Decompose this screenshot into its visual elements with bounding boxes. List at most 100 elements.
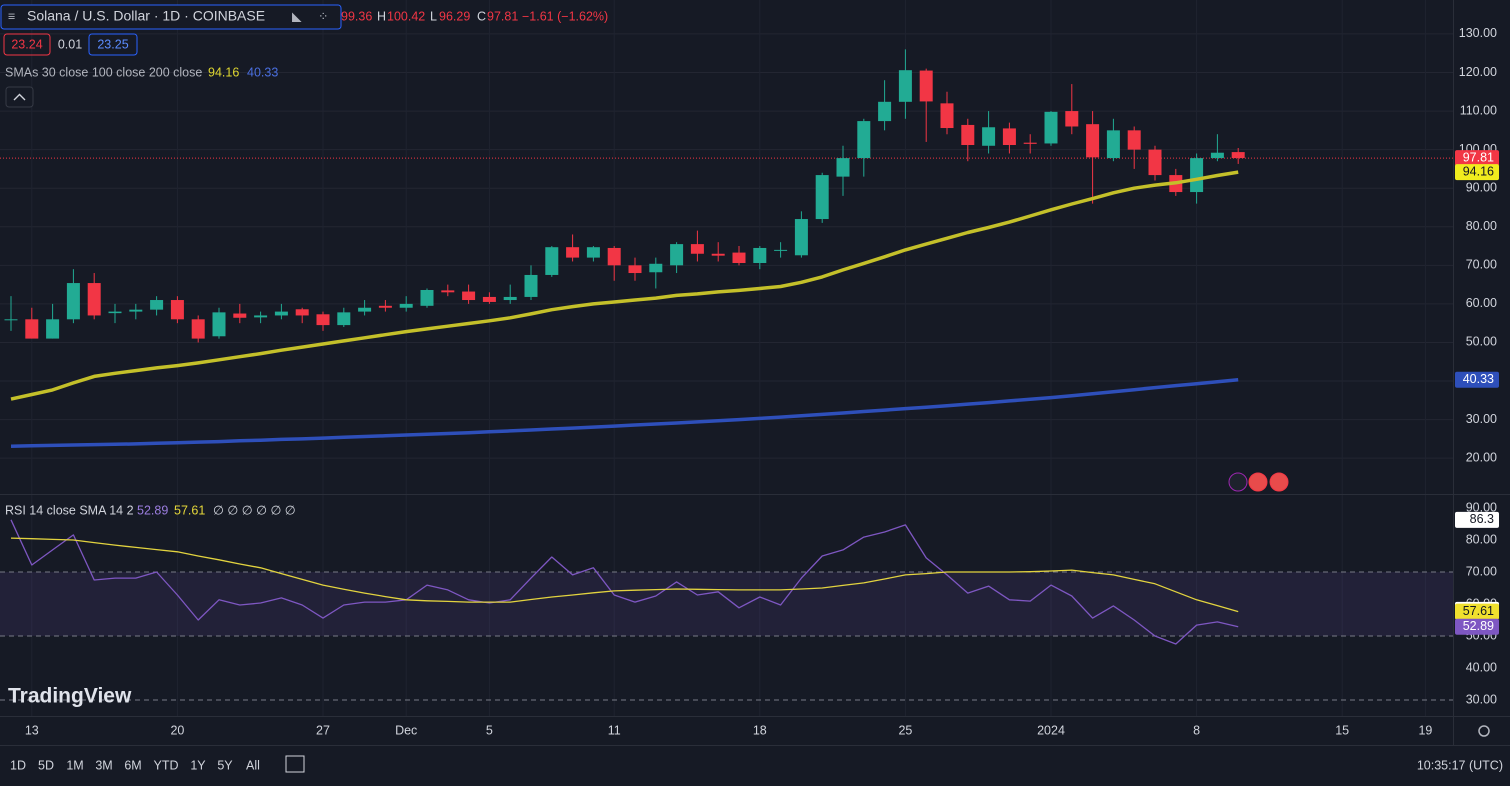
candle-body bbox=[1044, 111, 1058, 144]
candle-body bbox=[774, 249, 788, 251]
candle-body bbox=[753, 247, 767, 264]
candle-body bbox=[690, 244, 704, 254]
symbol-box[interactable] bbox=[0, 4, 342, 30]
candle-body bbox=[170, 300, 184, 320]
y-tick-label: 130.00 bbox=[1459, 26, 1497, 40]
y-tick-label: 80.00 bbox=[1466, 532, 1497, 546]
rsi-legend: RSI 14 close SMA 14 2 bbox=[5, 503, 134, 517]
rsi-value: 52.89 bbox=[137, 503, 168, 517]
candle-body bbox=[1065, 111, 1079, 127]
buy-box[interactable] bbox=[88, 33, 138, 56]
sell-box[interactable] bbox=[3, 33, 51, 56]
rsi-value-badge-bg bbox=[1455, 618, 1499, 635]
plot bbox=[4, 49, 1245, 645]
y-tick-label: 70.00 bbox=[1466, 258, 1497, 272]
candle-body bbox=[399, 303, 413, 308]
x-tick-label: 2024 bbox=[1037, 723, 1065, 737]
candle-body bbox=[441, 290, 455, 293]
range-button[interactable]: 5D bbox=[38, 758, 54, 772]
sma200-badge: 40.33 bbox=[1463, 372, 1494, 386]
y-tick-label: 90.00 bbox=[1466, 180, 1497, 194]
range-button[interactable]: 1M bbox=[66, 758, 83, 772]
rsi-peak-badge-bg bbox=[1455, 511, 1499, 528]
candle-body bbox=[191, 319, 205, 339]
sma-line bbox=[10, 377, 1239, 448]
candle-body bbox=[4, 319, 18, 321]
sma30-badge: 94.16 bbox=[1463, 164, 1494, 178]
sma200-value: 40.33 bbox=[247, 65, 278, 79]
rsi-sma-badge-bg bbox=[1455, 603, 1499, 620]
candle-body bbox=[274, 311, 288, 316]
clock: 10:35:17 (UTC) bbox=[1417, 758, 1503, 772]
range-button[interactable]: All bbox=[246, 758, 260, 772]
rsi-line bbox=[10, 519, 1239, 645]
compare-icon[interactable]: ◣ bbox=[292, 9, 302, 23]
ask[interactable]: 23.25 bbox=[97, 37, 128, 51]
ohlc-letter: C bbox=[477, 9, 486, 23]
candle-body bbox=[254, 315, 268, 318]
more-icon[interactable]: ⁘ bbox=[318, 9, 328, 23]
x-tick-label: Dec bbox=[395, 723, 417, 737]
menu-icon: ≡ bbox=[8, 9, 15, 23]
range-button[interactable]: 1Y bbox=[190, 758, 206, 772]
event-icon[interactable] bbox=[1269, 472, 1289, 492]
range-button[interactable]: 6M bbox=[124, 758, 141, 772]
candle-body bbox=[940, 103, 954, 129]
x-tick-label: 25 bbox=[898, 723, 912, 737]
candle-body bbox=[420, 289, 434, 306]
x-tick-label: 18 bbox=[753, 723, 767, 737]
event-icon[interactable] bbox=[1248, 472, 1268, 492]
candle-body bbox=[66, 283, 80, 320]
ohlc-letter: L bbox=[430, 9, 437, 23]
candle-body bbox=[462, 291, 476, 301]
date-range-icon[interactable] bbox=[285, 755, 305, 773]
y-tick-label: 60.00 bbox=[1466, 296, 1497, 310]
candle-body bbox=[212, 312, 226, 337]
candle-body bbox=[1086, 124, 1100, 158]
collapse-button[interactable] bbox=[5, 86, 34, 108]
collapse-icon bbox=[13, 93, 26, 101]
range-button[interactable]: 3M bbox=[95, 758, 112, 772]
candle-body bbox=[670, 244, 684, 266]
sma-legend: SMAs 30 close 100 close 200 close bbox=[5, 65, 202, 79]
spread: 0.01 bbox=[58, 37, 82, 51]
candle-body bbox=[545, 247, 559, 275]
event-icon[interactable] bbox=[1228, 472, 1248, 492]
x-tick-label: 11 bbox=[608, 723, 621, 737]
bid[interactable]: 23.24 bbox=[11, 37, 42, 51]
y-tick-label: 20.00 bbox=[1466, 450, 1497, 464]
ohlc-low: 96.29 bbox=[439, 9, 470, 23]
candle-body bbox=[1210, 152, 1224, 159]
rsi-value-badge: 52.89 bbox=[1463, 619, 1494, 633]
candle-body bbox=[316, 314, 330, 326]
rsi-sma-badge: 57.61 bbox=[1463, 604, 1494, 618]
y-tick-label: 80.00 bbox=[1466, 219, 1497, 233]
settings-icon[interactable] bbox=[1478, 725, 1490, 737]
range-button[interactable]: 5Y bbox=[217, 758, 233, 772]
candle-body bbox=[836, 158, 850, 177]
candle-body bbox=[961, 124, 975, 145]
candle-body bbox=[108, 311, 122, 314]
candle-body bbox=[732, 252, 746, 264]
range-button[interactable]: YTD bbox=[154, 758, 179, 772]
candle-body bbox=[378, 305, 392, 308]
candle-body bbox=[898, 70, 912, 102]
sma30-value: 94.16 bbox=[208, 65, 239, 79]
y-tick-label: 110.00 bbox=[1460, 103, 1497, 117]
toolbar: 1D 5D 1M 3M 6M YTD 1Y 5Y All bbox=[10, 758, 260, 772]
sma30-badge-bg bbox=[1455, 164, 1499, 181]
candle-body bbox=[711, 253, 725, 256]
candle-body bbox=[295, 309, 309, 316]
y-tick-label: 90.00 bbox=[1466, 500, 1497, 514]
price-badge-bg bbox=[1455, 150, 1499, 167]
price-badge: 97.81 bbox=[1463, 150, 1494, 164]
candle-body bbox=[857, 121, 871, 159]
range-button[interactable]: 1D bbox=[10, 758, 26, 772]
candle-body bbox=[982, 127, 996, 146]
ohlc-letter: H bbox=[377, 9, 386, 23]
x-tick-label: 20 bbox=[170, 723, 184, 737]
y-tick-label: 120.00 bbox=[1459, 65, 1497, 79]
ohlc-close: 97.81 bbox=[487, 9, 518, 23]
rsi-sma-value: 57.61 bbox=[174, 503, 205, 517]
candle-body bbox=[1231, 152, 1245, 159]
